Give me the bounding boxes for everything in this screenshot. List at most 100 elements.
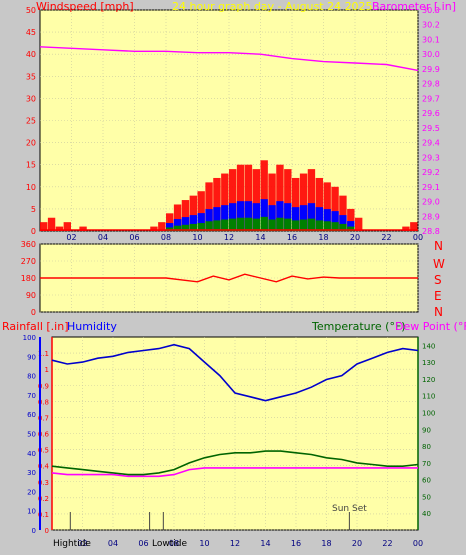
wind-bar-mid bbox=[292, 207, 300, 231]
wind-bar-mid bbox=[307, 203, 316, 231]
wind-bar-low bbox=[331, 222, 339, 231]
compass-w: W bbox=[433, 257, 445, 271]
wind-bar bbox=[402, 226, 410, 231]
barometer-tick-label: 29.5 bbox=[422, 124, 440, 133]
wind-bar bbox=[355, 217, 363, 231]
wind-bar bbox=[323, 182, 331, 231]
direction-line bbox=[40, 273, 418, 283]
humidity-tick-label: 0 bbox=[32, 527, 36, 535]
barometer-tick-label: 29.6 bbox=[422, 109, 440, 118]
wind-time-label: 14 bbox=[255, 233, 265, 242]
wind-bar-low bbox=[236, 217, 245, 231]
wind-tick-label: 5 bbox=[31, 205, 36, 214]
wind-bar-mid bbox=[347, 221, 355, 231]
climate-time-label: 02 bbox=[77, 539, 87, 548]
wind-bar bbox=[40, 222, 48, 231]
direction-tick-label: 90 bbox=[26, 291, 36, 300]
wind-time-label: 04 bbox=[98, 233, 108, 242]
wind-tick-label: 0 bbox=[31, 227, 36, 236]
wind-time-label: 02 bbox=[66, 233, 76, 242]
wind-bar-mid bbox=[181, 217, 190, 231]
rainfall-tick-label: 0 bbox=[45, 527, 49, 535]
wind-bar bbox=[284, 169, 292, 231]
wind-time-label: 16 bbox=[287, 233, 297, 242]
wind-bar bbox=[299, 173, 308, 231]
barometer-tick-label: 29.8 bbox=[422, 80, 440, 89]
humidity-tick-label: 100 bbox=[23, 334, 36, 342]
climate-time-label: 12 bbox=[230, 539, 240, 548]
wind-bar-mid bbox=[284, 203, 292, 231]
humidity-label: Humidity bbox=[67, 320, 117, 333]
rainfall-tick-label: 0.9 bbox=[38, 382, 49, 390]
barometer-tick-label: 28.8 bbox=[422, 227, 440, 236]
wind-bar bbox=[236, 164, 245, 231]
wind-bar-mid bbox=[244, 201, 253, 231]
wind-time-label: 10 bbox=[192, 233, 202, 242]
wind-tick-label: 25 bbox=[26, 117, 36, 126]
humidity-tick-label: 40 bbox=[27, 450, 36, 458]
temperature-tick-label: 40 bbox=[422, 510, 431, 518]
wind-bar-mid bbox=[189, 215, 197, 231]
wind-bar bbox=[410, 222, 418, 231]
wind-bar-low bbox=[347, 226, 355, 231]
rainfall-tick-label: 0.8 bbox=[38, 398, 49, 406]
rainfall-tick-label: 1.1 bbox=[38, 350, 49, 358]
wind-bar-mid bbox=[268, 205, 276, 231]
wind-bar bbox=[307, 169, 316, 231]
wind-bar bbox=[150, 226, 158, 231]
wind-bar bbox=[63, 222, 71, 231]
barometer-tick-label: 30.3 bbox=[422, 6, 440, 15]
wind-bar-low bbox=[276, 217, 284, 231]
lowtide-label: Lowtide bbox=[152, 539, 187, 549]
wind-bar-low bbox=[229, 218, 237, 231]
temperature-tick-label: 140 bbox=[422, 342, 435, 350]
wind-tick-label: 50 bbox=[26, 6, 36, 15]
climate-time-label: 10 bbox=[199, 539, 209, 548]
barometer-tick-label: 29.3 bbox=[422, 153, 440, 162]
temperature-tick-label: 50 bbox=[422, 493, 431, 501]
wind-bar-low bbox=[268, 219, 276, 231]
wind-bar-low bbox=[299, 219, 308, 231]
humidity-tick-label: 60 bbox=[27, 411, 36, 419]
temperature-tick-label: 110 bbox=[422, 393, 435, 401]
temperature-tick-label: 80 bbox=[422, 443, 431, 451]
windspeed-label: Windspeed [mph] bbox=[36, 0, 134, 13]
wind-bar bbox=[189, 195, 197, 231]
wind-bar bbox=[47, 217, 56, 231]
hightide-label: Hightide bbox=[53, 539, 91, 549]
rainfall-tick-label: 1 bbox=[45, 366, 49, 374]
wind-tick-label: 15 bbox=[26, 161, 36, 170]
temperature-tick-label: 130 bbox=[422, 359, 435, 367]
wind-bar-mid bbox=[339, 215, 347, 231]
wind-bar-low bbox=[315, 220, 323, 231]
humidity-tick-label: 50 bbox=[27, 431, 36, 439]
wind-bar-low bbox=[205, 221, 213, 231]
wind-tick-label: 35 bbox=[26, 72, 36, 81]
climate-time-label: 06 bbox=[138, 539, 148, 548]
wind-bar bbox=[221, 173, 229, 231]
climate-time-label: 16 bbox=[291, 539, 301, 548]
direction-tick-label: 0 bbox=[31, 308, 36, 317]
compass-s: S bbox=[434, 273, 442, 287]
wind-bar-low bbox=[244, 217, 253, 231]
compass-n-top: N bbox=[434, 239, 443, 253]
barometer-tick-label: 29.9 bbox=[422, 65, 440, 74]
barometer-tick-label: 28.9 bbox=[422, 212, 440, 221]
sunset-label: Sun Set bbox=[332, 504, 367, 514]
barometer-tick-label: 29.0 bbox=[422, 198, 440, 207]
wind-bar bbox=[347, 208, 355, 231]
barometer-tick-label: 30.0 bbox=[422, 50, 440, 59]
humidity-tick-label: 10 bbox=[27, 508, 36, 516]
wind-bar-low bbox=[181, 224, 190, 231]
barometer-tick-label: 29.7 bbox=[422, 94, 440, 103]
wind-time-label: 08 bbox=[161, 233, 171, 242]
wind-bar-low bbox=[307, 218, 316, 231]
wind-bar-mid bbox=[213, 207, 221, 231]
wind-bar-low bbox=[197, 223, 205, 231]
wind-tick-label: 45 bbox=[26, 28, 36, 37]
humidity-tick-label: 20 bbox=[27, 488, 36, 496]
climate-time-label: 00 bbox=[413, 539, 423, 548]
graph-title: 24 hour graph day - August 24 2025 bbox=[172, 0, 373, 13]
wind-bar-low bbox=[339, 223, 347, 231]
